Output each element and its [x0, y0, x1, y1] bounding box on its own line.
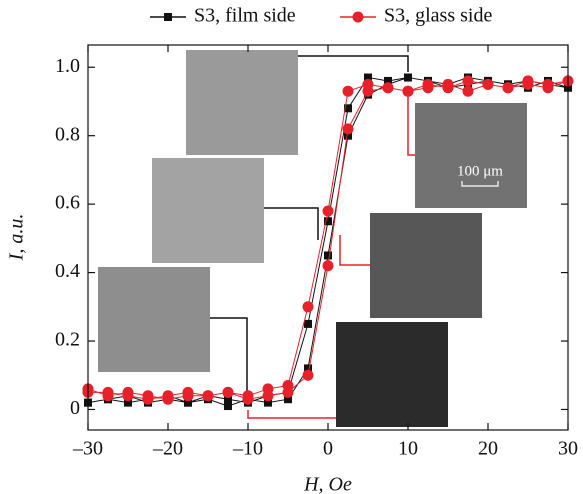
data-point [543, 79, 554, 90]
inset-image [152, 158, 264, 263]
connector [248, 410, 336, 418]
inset-image [370, 213, 482, 318]
data-point [203, 390, 214, 401]
y-tick-label: 0.8 [55, 123, 80, 145]
x-axis-label: H, Oe [303, 474, 352, 494]
y-tick-label: 0.4 [55, 260, 80, 282]
data-point [483, 79, 494, 90]
legend-label: S3, glass side [384, 5, 492, 27]
data-point [404, 74, 412, 82]
y-tick-label: 1.0 [55, 55, 80, 77]
data-point [324, 251, 332, 259]
x-tick-label: –20 [152, 438, 183, 460]
data-point [323, 205, 334, 216]
insets: 100 μm [98, 50, 527, 427]
y-axis-label: I, a.u. [6, 214, 28, 262]
inset-image [98, 267, 210, 372]
data-point [323, 260, 334, 271]
x-tick-label: 0 [323, 438, 333, 460]
y-tick-label: 0.2 [55, 329, 80, 351]
connector [340, 235, 370, 265]
data-point [263, 390, 274, 401]
x-tick-label: –30 [72, 438, 103, 460]
inset-image [186, 50, 298, 155]
data-point [103, 390, 114, 401]
data-point [443, 79, 454, 90]
data-point [304, 320, 312, 328]
data-point [163, 394, 174, 405]
legend-marker [353, 12, 364, 23]
data-point [143, 390, 154, 401]
data-point [383, 82, 394, 93]
data-point [403, 86, 414, 97]
data-point [303, 370, 314, 381]
y-tick-label: 0.6 [55, 192, 80, 214]
data-point [223, 387, 234, 398]
x-tick-label: 30 [558, 438, 578, 460]
data-point [363, 86, 374, 97]
connector [264, 208, 318, 240]
inset-image [336, 322, 448, 427]
x-tick-label: 10 [398, 438, 418, 460]
data-point [224, 402, 232, 410]
connector [298, 56, 408, 72]
data-point [183, 390, 194, 401]
data-point [503, 82, 514, 93]
x-tick-label: 20 [478, 438, 498, 460]
data-point [283, 387, 294, 398]
data-point [523, 75, 534, 86]
inset-image [415, 103, 527, 208]
legend-marker [164, 13, 172, 21]
data-point [243, 394, 254, 405]
connector [408, 95, 415, 155]
data-point [303, 301, 314, 312]
data-point [343, 123, 354, 134]
scale-label: 100 μm [457, 163, 503, 179]
data-point [463, 86, 474, 97]
data-point [423, 82, 434, 93]
legend-label: S3, film side [194, 5, 296, 27]
chart: 100 μm H, Oe I, a.u. –30 –20 –10 0 10 20 30 0 0.… [0, 0, 583, 494]
y-tick-label: 0 [70, 397, 80, 419]
data-point [463, 75, 474, 86]
data-point [123, 387, 134, 398]
x-tick-label: –10 [232, 438, 263, 460]
data-point [343, 86, 354, 97]
